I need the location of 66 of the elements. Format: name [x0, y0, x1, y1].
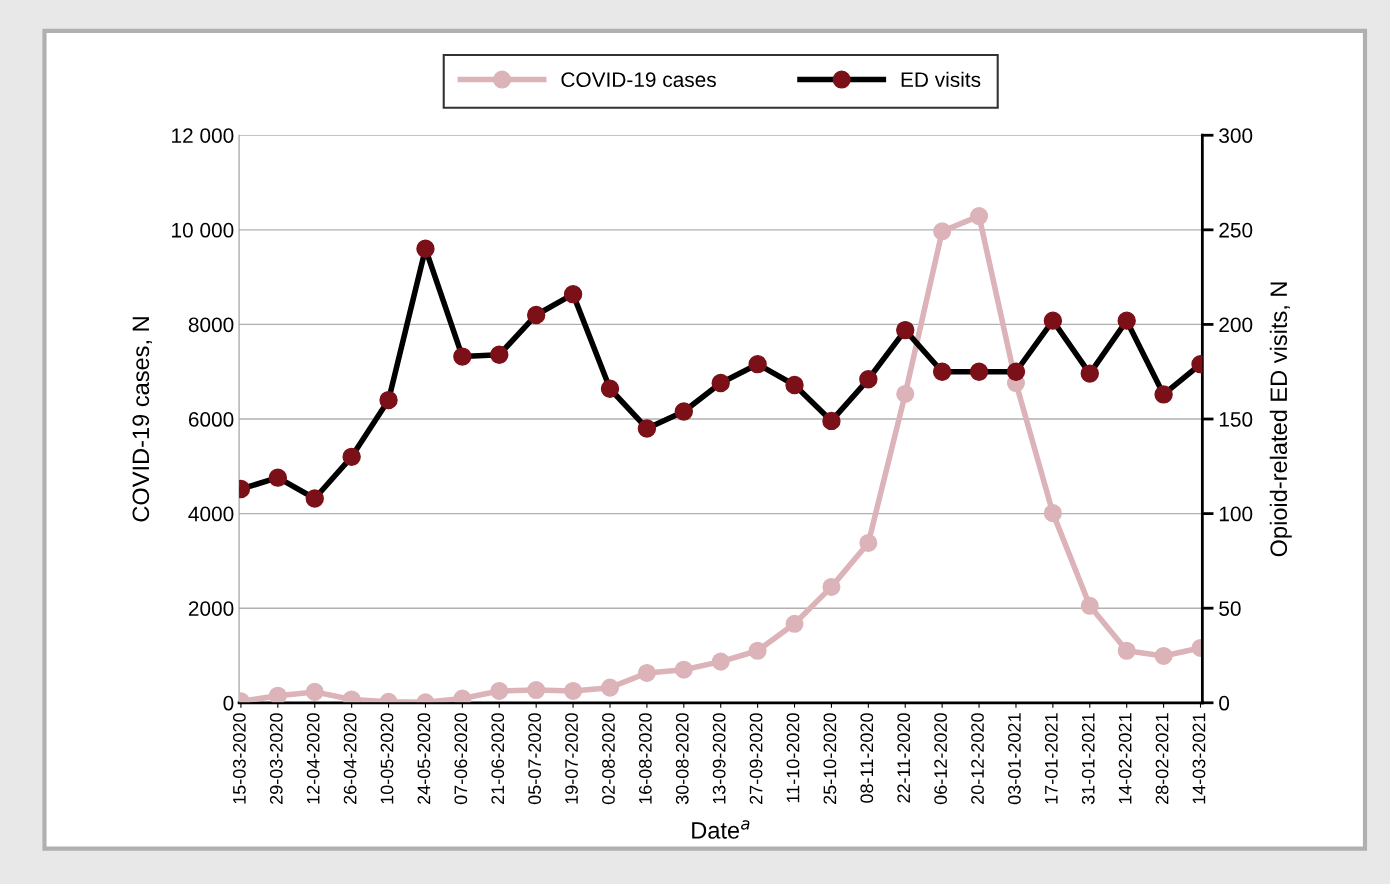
- y2-tick-label: 300: [1219, 128, 1253, 144]
- x-tick-label: 30-08-2020: [675, 713, 689, 805]
- point: [1080, 596, 1099, 615]
- legend-label: COVID-19 cases: [561, 72, 716, 88]
- x-tick-label: 13-09-2020: [712, 713, 726, 804]
- x-tick-label: 22-11-2020: [897, 713, 911, 803]
- point: [564, 681, 583, 700]
- x-tick-label: 11-10-2020: [786, 713, 800, 803]
- y2-tick-label: 100: [1219, 506, 1253, 522]
- y2-tick-label: 150: [1219, 412, 1253, 427]
- x-tick-label: 17-01-2021: [1044, 713, 1058, 804]
- point: [1043, 504, 1062, 523]
- point: [859, 533, 878, 552]
- x-tick-label: 07-06-2020: [454, 713, 468, 805]
- x-tick-label: 14-02-2021: [1118, 713, 1132, 804]
- x-tick-label: 31-01-2021: [1081, 713, 1095, 805]
- point: [637, 663, 656, 683]
- x-tick-label: 29-03-2020: [269, 713, 283, 804]
- point: [527, 680, 546, 700]
- point: [490, 681, 509, 700]
- y-tick-label: 2000: [188, 601, 234, 616]
- point: [600, 678, 620, 697]
- x-tick-label: 20-12-2020: [971, 713, 984, 804]
- x-tick-label: 02-08-2020: [602, 713, 615, 805]
- point: [933, 222, 952, 241]
- point: [305, 682, 324, 701]
- point: [711, 652, 730, 671]
- point: [785, 614, 804, 633]
- point: [1154, 646, 1173, 665]
- point: [748, 641, 767, 660]
- y2-tick-label: 250: [1219, 222, 1253, 238]
- point: [822, 577, 841, 596]
- x-tick-label: 08-11-2020: [860, 713, 874, 803]
- x-tick-label: 21-06-2020: [491, 713, 505, 804]
- y-tick-label: 4000: [188, 506, 234, 522]
- y2-axis-title: Opioid-related ED visits, N: [1269, 282, 1292, 557]
- point: [674, 660, 693, 679]
- x-tick-label: 25-10-2020: [823, 713, 837, 804]
- x-tick-label: 28-02-2021: [1155, 713, 1169, 804]
- x-tick-label: 03-01-2021: [1008, 713, 1021, 805]
- y2-tick-label: 0: [1219, 695, 1230, 711]
- x-tick-label: 12-04-2020: [306, 713, 320, 804]
- x-tick-label: 15-03-2020: [232, 713, 246, 804]
- x-tick-label: 16-08-2020: [638, 713, 652, 804]
- point: [896, 384, 915, 403]
- x-tick-label: 14-03-2021: [1192, 713, 1206, 804]
- y-tick-label: 12 000: [172, 128, 234, 144]
- x-tick-label: 10-05-2020: [380, 713, 394, 804]
- y2-tick-label: 200: [1219, 317, 1253, 333]
- y-tick-label: 6000: [188, 412, 234, 427]
- x-tick-label: 27-09-2020: [749, 713, 763, 804]
- x-axis-title: Date$^{a}$: [692, 820, 750, 839]
- y-axis-title: COVID-19 cases, N: [132, 317, 152, 522]
- x-tick-label: 26-04-2020: [343, 713, 357, 804]
- x-tick-label: 24-05-2020: [417, 713, 431, 804]
- y-tick-label: 8000: [188, 317, 234, 333]
- y2-tick-label: 50: [1219, 601, 1241, 616]
- x-tick-label: 19-07-2020: [565, 713, 578, 804]
- point: [268, 686, 287, 703]
- point: [970, 207, 989, 226]
- y-tick-label: 10 000: [172, 222, 234, 238]
- y-tick-label: 0: [223, 695, 234, 711]
- x-tick-label: 05-07-2020: [528, 713, 542, 805]
- legend-label: ED visits: [901, 71, 981, 88]
- point: [1117, 641, 1136, 660]
- x-tick-label: 06-12-2020: [934, 713, 947, 805]
